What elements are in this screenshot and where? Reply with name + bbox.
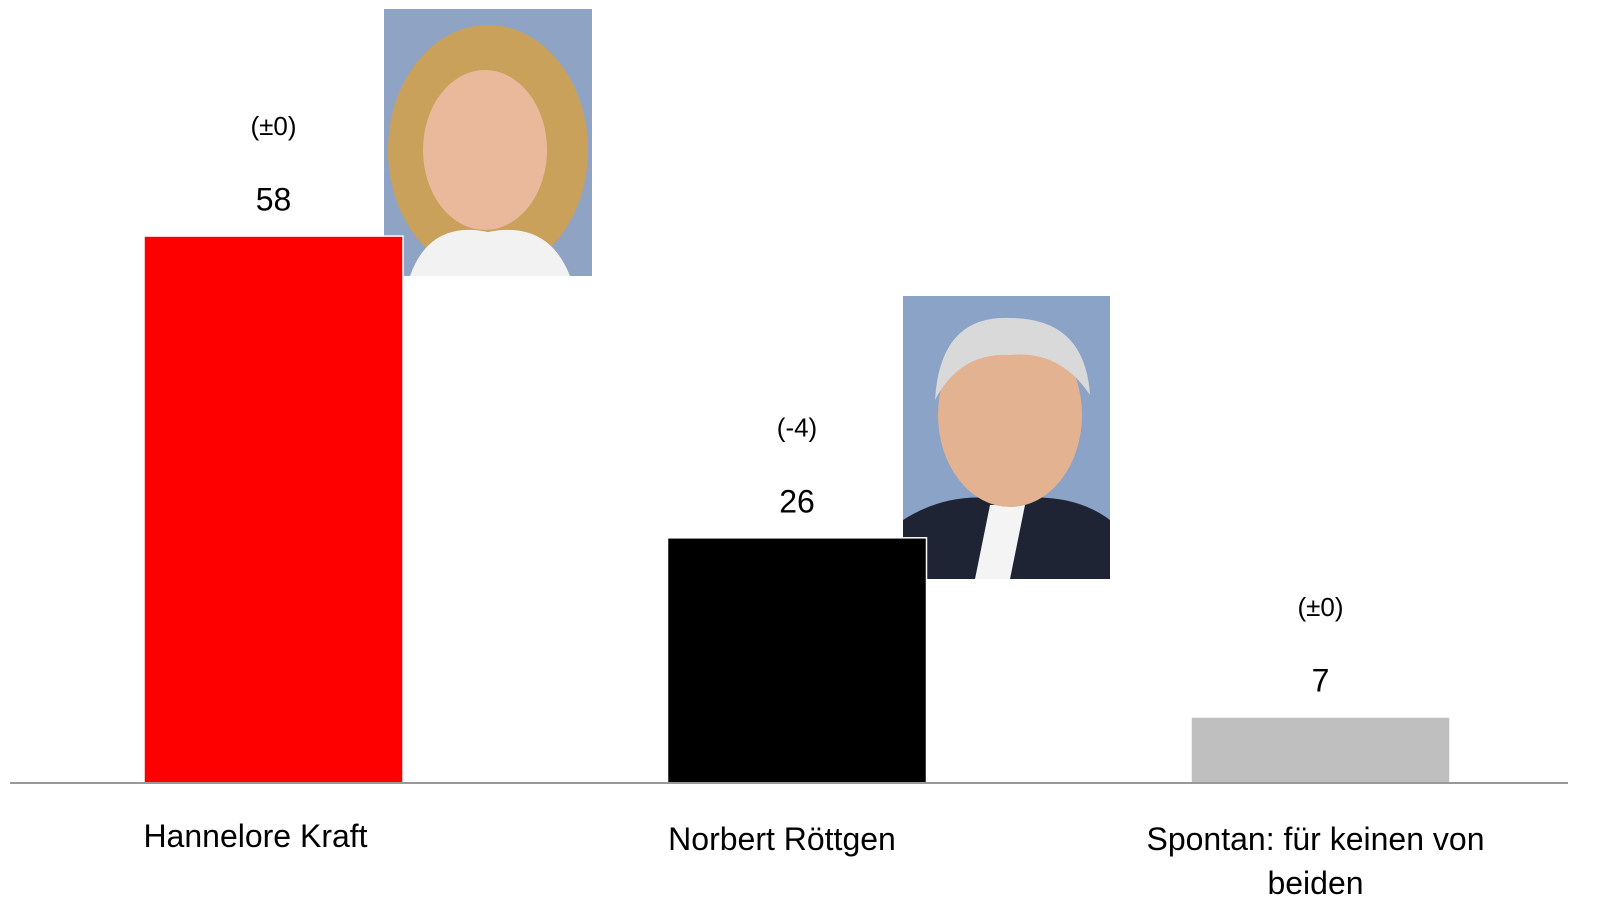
bar [668, 538, 927, 783]
value-label: 26 [779, 483, 815, 519]
value-label: 58 [256, 182, 292, 218]
x-tick-label: Hannelore Kraft [46, 814, 466, 858]
chart-page: 58 (±0) 26 (-4) 7 (±0) Hannelore Kraft Norbert… [0, 0, 1598, 915]
change-label: (±0) [1297, 592, 1343, 622]
x-tick-label: Norbert Röttgen [572, 817, 992, 861]
chart: 58 (±0) 26 (-4) 7 (±0) [0, 0, 1598, 915]
value-label: 7 [1312, 662, 1330, 698]
bar [144, 236, 403, 783]
x-tick-label: Spontan: für keinen von beiden [1106, 817, 1526, 905]
change-label: (-4) [777, 413, 817, 443]
photo-kraft [384, 9, 592, 276]
photo-roettgen [903, 296, 1110, 579]
bar [1191, 717, 1450, 783]
change-label: (±0) [250, 111, 296, 141]
